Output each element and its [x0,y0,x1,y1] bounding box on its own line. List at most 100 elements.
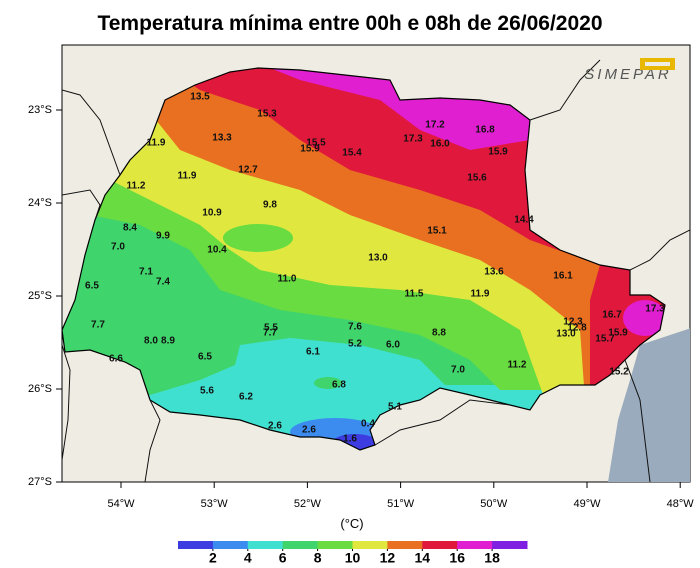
x-tick-label: 51°W [387,498,415,510]
station-value: 15.7 [595,334,615,345]
colorbar-tick-label: 6 [279,550,287,566]
logo: SIMEPAR [584,66,671,83]
colorbar-tick-label: 14 [415,550,431,566]
colorbar-segment [457,541,493,549]
station-value: 7.7 [91,320,105,331]
station-value: 16.0 [430,139,450,150]
x-tick-label: 53°W [201,498,229,510]
station-value: 16.1 [553,271,573,282]
station-value: 11.9 [471,289,490,300]
temperature-band [623,300,665,336]
station-value: 12.3 [563,317,583,328]
station-value: 15.9 [488,147,508,158]
logo-mark [640,58,675,70]
station-value: 6.1 [306,347,320,358]
colorbar-segment [178,541,214,549]
colorbar-segment [212,541,249,549]
station-value: 11.5 [405,289,424,300]
colorbar-tick-label: 8 [314,550,322,566]
station-value: 5.6 [200,386,214,397]
station-value: 6.0 [386,340,400,351]
x-tick-label: 49°W [573,498,601,510]
colorbar-unit: (°C) [340,516,363,531]
station-value: 11.2 [127,181,146,192]
y-tick-label: 23°S [28,104,52,116]
station-value: 6.2 [239,392,253,403]
station-value: 6.5 [198,352,212,363]
colorbar-segment [352,541,388,549]
x-tick-label: 50°W [480,498,508,510]
station-value: 13.6 [484,267,504,278]
station-value: 6.6 [109,354,123,365]
y-tick-label: 27°S [28,476,52,488]
station-value: 7.0 [451,365,465,376]
colorbar-segment [492,541,528,549]
station-value: 12.8 [567,323,587,334]
temperature-band [314,377,342,389]
station-value: 11.0 [278,274,297,285]
borders [62,59,690,482]
station-value: 13.0 [556,329,576,340]
station-value: 8.0 [144,336,158,347]
station-value: 16.8 [475,125,495,136]
colorbar-segment [247,541,284,549]
colorbar-tick-label: 16 [449,550,465,566]
station-value: 16.7 [602,310,622,321]
station-value: 11.9 [178,171,197,182]
y-tick-label: 24°S [28,197,52,209]
station-value: 11.2 [508,360,527,371]
station-value: 1.6 [343,434,357,445]
x-tick-label: 54°W [107,498,135,510]
station-value: 5.5 [264,323,278,334]
station-value: 7.0 [111,242,125,253]
station-value: 12.7 [238,165,258,176]
station-value: 5.1 [388,402,402,413]
colorbar-segment [387,541,423,549]
station-value: 9.8 [263,200,277,211]
station-value: 2.6 [268,421,282,432]
station-value: 15.3 [257,109,277,120]
colorbar-segment [422,541,458,549]
station-value: 17.3 [645,304,665,315]
station-value: 13.3 [212,133,232,144]
x-tick-label: 52°W [294,498,322,510]
colorbar-segment [282,541,319,549]
colorbar-tick-label: 18 [484,550,500,566]
station-value: 10.4 [207,245,227,256]
x-tick-label: 48°W [667,498,695,510]
station-value: 0.4 [361,419,375,430]
colorbar-segment [317,541,353,549]
station-value: 13.5 [190,92,210,103]
station-value: 9.9 [156,231,170,242]
station-value: 11.9 [147,138,166,149]
station-value: 15.1 [427,226,447,237]
y-tick-label: 25°S [28,290,52,302]
station-value: 15.6 [467,173,487,184]
colorbar-tick-label: 2 [209,550,217,566]
ocean [608,328,690,482]
station-value: 8.8 [432,328,446,339]
station-value: 10.9 [202,208,222,219]
station-value: 7.7 [263,328,277,339]
station-value: 15.4 [342,148,362,159]
colorbar-tick-label: 4 [244,550,252,566]
station-value: 14.4 [514,215,534,226]
station-value: 8.9 [161,336,175,347]
station-value: 7.1 [139,267,153,278]
station-value: 6.8 [332,380,346,391]
station-value: 8.4 [123,223,137,234]
colorbar-tick-label: 10 [345,550,361,566]
y-tick-label: 26°S [28,383,52,395]
station-value: 15.9 [608,328,628,339]
station-value: 7.6 [348,322,362,333]
station-value: 15.2 [609,367,629,378]
station-value: 17.3 [403,134,423,145]
station-value: 13.0 [368,253,388,264]
station-value: 2.6 [302,425,316,436]
station-value: 15.5 [306,138,326,149]
station-value: 7.4 [156,277,170,288]
temperature-band [223,224,293,252]
station-value: 5.2 [348,339,362,350]
station-value: 15.9 [300,144,320,155]
